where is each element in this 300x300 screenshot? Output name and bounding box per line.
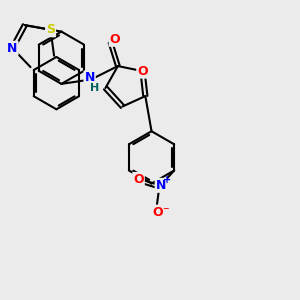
Text: N: N bbox=[85, 71, 95, 85]
Text: O: O bbox=[137, 64, 148, 78]
Text: S: S bbox=[46, 23, 55, 36]
Text: O: O bbox=[133, 173, 144, 186]
Text: O: O bbox=[152, 206, 163, 219]
Text: O: O bbox=[110, 33, 120, 46]
Text: ⁻: ⁻ bbox=[162, 205, 169, 218]
Text: N: N bbox=[156, 179, 166, 192]
Text: +: + bbox=[163, 175, 171, 185]
Text: N: N bbox=[7, 42, 18, 55]
Text: H: H bbox=[90, 83, 99, 93]
